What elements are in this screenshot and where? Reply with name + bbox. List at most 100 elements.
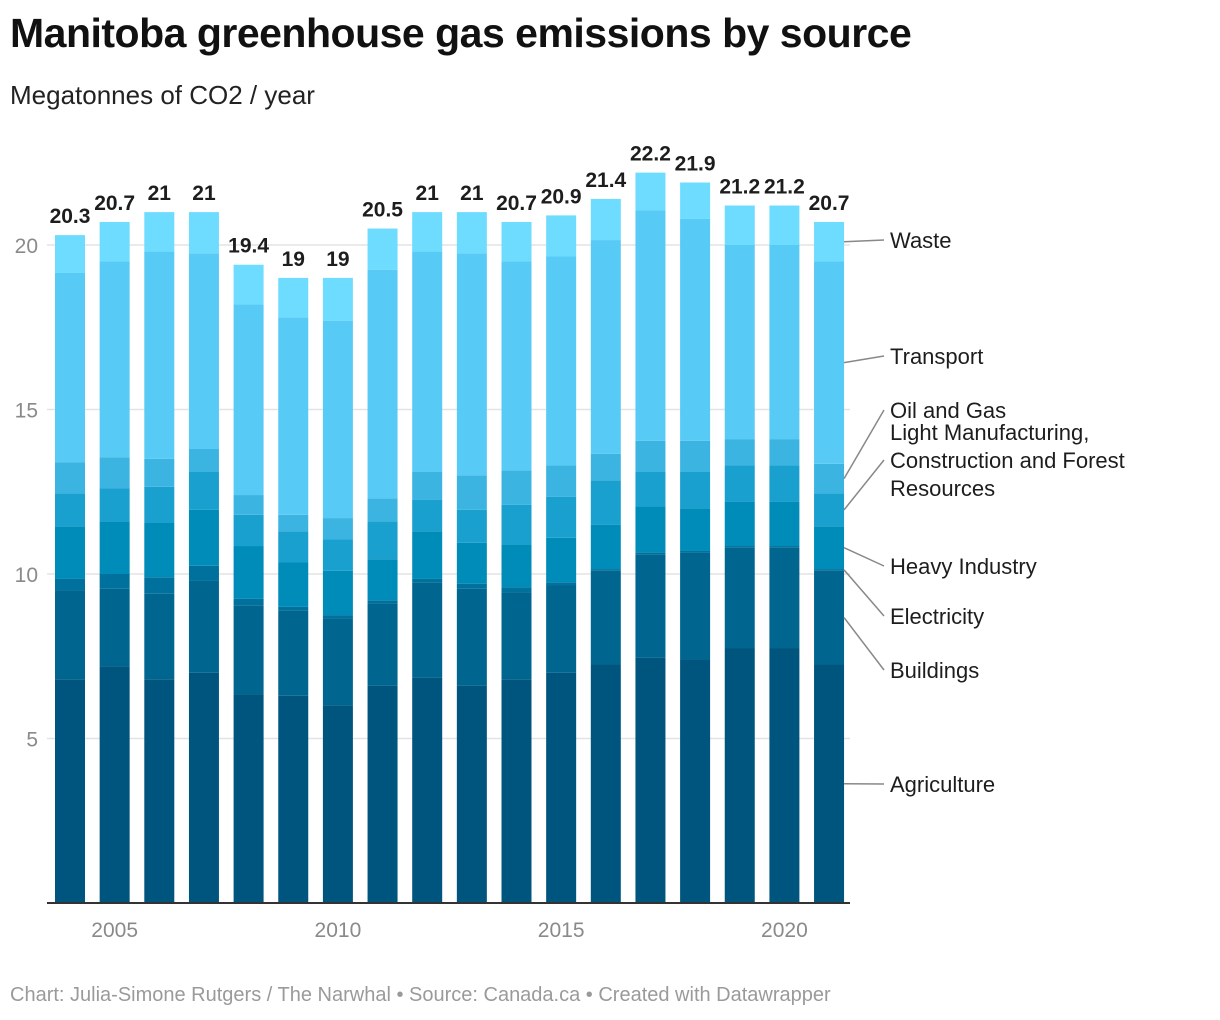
bar-segment-light	[188, 472, 219, 510]
bar-segment-buildings	[769, 547, 800, 649]
bar-segment-buildings	[278, 610, 309, 696]
bar-segment-oil	[367, 498, 398, 522]
leader-line	[843, 355, 885, 364]
bar-segment-buildings	[412, 582, 443, 678]
bar-segment-transport	[501, 261, 532, 471]
legend-label: Transport	[890, 344, 983, 369]
bar-segment-agriculture	[322, 705, 353, 903]
x-tick-label: 2015	[538, 919, 585, 942]
bar-segment-electricity	[590, 569, 621, 571]
bar-segment-agriculture	[278, 695, 309, 903]
bar-segment-oil	[412, 472, 443, 500]
bar-segment-waste	[367, 228, 398, 270]
bar-segment-oil	[322, 518, 353, 540]
y-tick-label: 20	[15, 235, 38, 258]
bar-segment-electricity	[233, 598, 264, 606]
bar-segment-waste	[724, 205, 755, 245]
bar-segment-electricity	[769, 546, 800, 548]
bar-segment-light	[724, 465, 755, 502]
bar-segment-buildings	[501, 592, 532, 680]
bar-segment-agriculture	[367, 685, 398, 903]
bar-segment-light	[99, 488, 130, 522]
bar-segment-waste	[55, 235, 85, 273]
bar-segment-heavy	[635, 506, 666, 553]
bar-segment-light	[55, 493, 85, 527]
x-tick-label: 2010	[315, 919, 362, 942]
bar-segment-heavy	[814, 526, 845, 570]
bar-segment-waste	[590, 198, 621, 241]
bar-segment-heavy	[769, 501, 800, 547]
bar-segment-waste	[99, 221, 130, 262]
bar-segment-waste	[322, 277, 353, 321]
bar-segment-heavy	[278, 562, 309, 607]
bar-segment-transport	[233, 304, 264, 496]
bar-segment-agriculture	[814, 664, 845, 903]
leader-line	[843, 569, 885, 617]
bar-segment-oil	[546, 465, 577, 497]
chart-subtitle: Megatonnes of CO2 / year	[10, 80, 315, 110]
bar-segment-transport	[769, 245, 800, 440]
bar-segment-light	[456, 509, 487, 543]
chart-footer: Chart: Julia-Simone Rutgers / The Narwha…	[10, 984, 831, 1006]
leader-line	[843, 459, 885, 511]
total-label: 20.3	[50, 205, 91, 228]
total-label: 20.5	[362, 199, 403, 222]
bar-segment-electricity	[546, 582, 577, 586]
bar-segment-agriculture	[233, 694, 264, 903]
bar-segment-light	[322, 539, 353, 571]
bar-segment-oil	[680, 440, 711, 473]
bar-segment-transport	[322, 320, 353, 519]
bar-segment-electricity	[144, 577, 175, 594]
bar-segment-oil	[233, 495, 264, 515]
bar-segment-buildings	[322, 618, 353, 706]
bar-segment-light	[814, 493, 845, 527]
bar-segment-agriculture	[188, 672, 219, 903]
bar-segment-electricity	[724, 546, 755, 548]
bar-segment-light	[590, 480, 621, 525]
total-label: 20.9	[541, 185, 582, 208]
bar-segment-oil	[55, 462, 85, 494]
bar-segment-agriculture	[501, 679, 532, 903]
bar-segment-heavy	[590, 524, 621, 570]
bar-segment-transport	[188, 253, 219, 449]
bar-segment-heavy	[144, 523, 175, 578]
bar-segment-agriculture	[55, 679, 85, 903]
total-label: 21	[192, 182, 216, 205]
total-label: 21.4	[585, 169, 626, 192]
bar-segment-heavy	[99, 521, 130, 574]
bar-segment-electricity	[680, 550, 711, 553]
bar-segment-waste	[456, 212, 487, 254]
bar-segment-oil	[501, 470, 532, 505]
total-label: 21	[148, 182, 172, 205]
bar-segment-transport	[367, 269, 398, 499]
bar-segment-light	[635, 472, 666, 507]
bar-segment-agriculture	[546, 672, 577, 903]
bar-segment-buildings	[456, 588, 487, 686]
bar-segment-buildings	[367, 603, 398, 686]
bar-segment-transport	[724, 245, 755, 440]
bar-segment-oil	[99, 457, 130, 489]
legend-label: Agriculture	[890, 772, 995, 797]
total-label: 21.2	[764, 176, 805, 199]
bar-segment-transport	[55, 272, 85, 463]
total-label: 19	[326, 248, 349, 271]
total-label: 21.2	[719, 176, 760, 199]
bar-segment-waste	[233, 264, 264, 305]
total-label: 20.7	[496, 192, 537, 215]
bar-segment-buildings	[814, 570, 845, 665]
bar-segment-waste	[144, 212, 175, 252]
bar-segment-transport	[144, 251, 175, 459]
bar-segment-transport	[814, 261, 845, 464]
bar-segment-heavy	[322, 570, 353, 616]
bar-segment-electricity	[188, 565, 219, 581]
legend-label: Waste	[890, 228, 952, 253]
bar-segment-electricity	[412, 578, 443, 583]
bar-segment-heavy	[367, 559, 398, 601]
bar-segment-heavy	[233, 546, 264, 599]
bar-segment-buildings	[546, 585, 577, 673]
bar-segment-transport	[590, 240, 621, 454]
leader-line	[843, 409, 885, 479]
bar-segment-agriculture	[635, 657, 666, 903]
bar-segment-light	[769, 465, 800, 502]
bar-segment-waste	[412, 212, 443, 252]
